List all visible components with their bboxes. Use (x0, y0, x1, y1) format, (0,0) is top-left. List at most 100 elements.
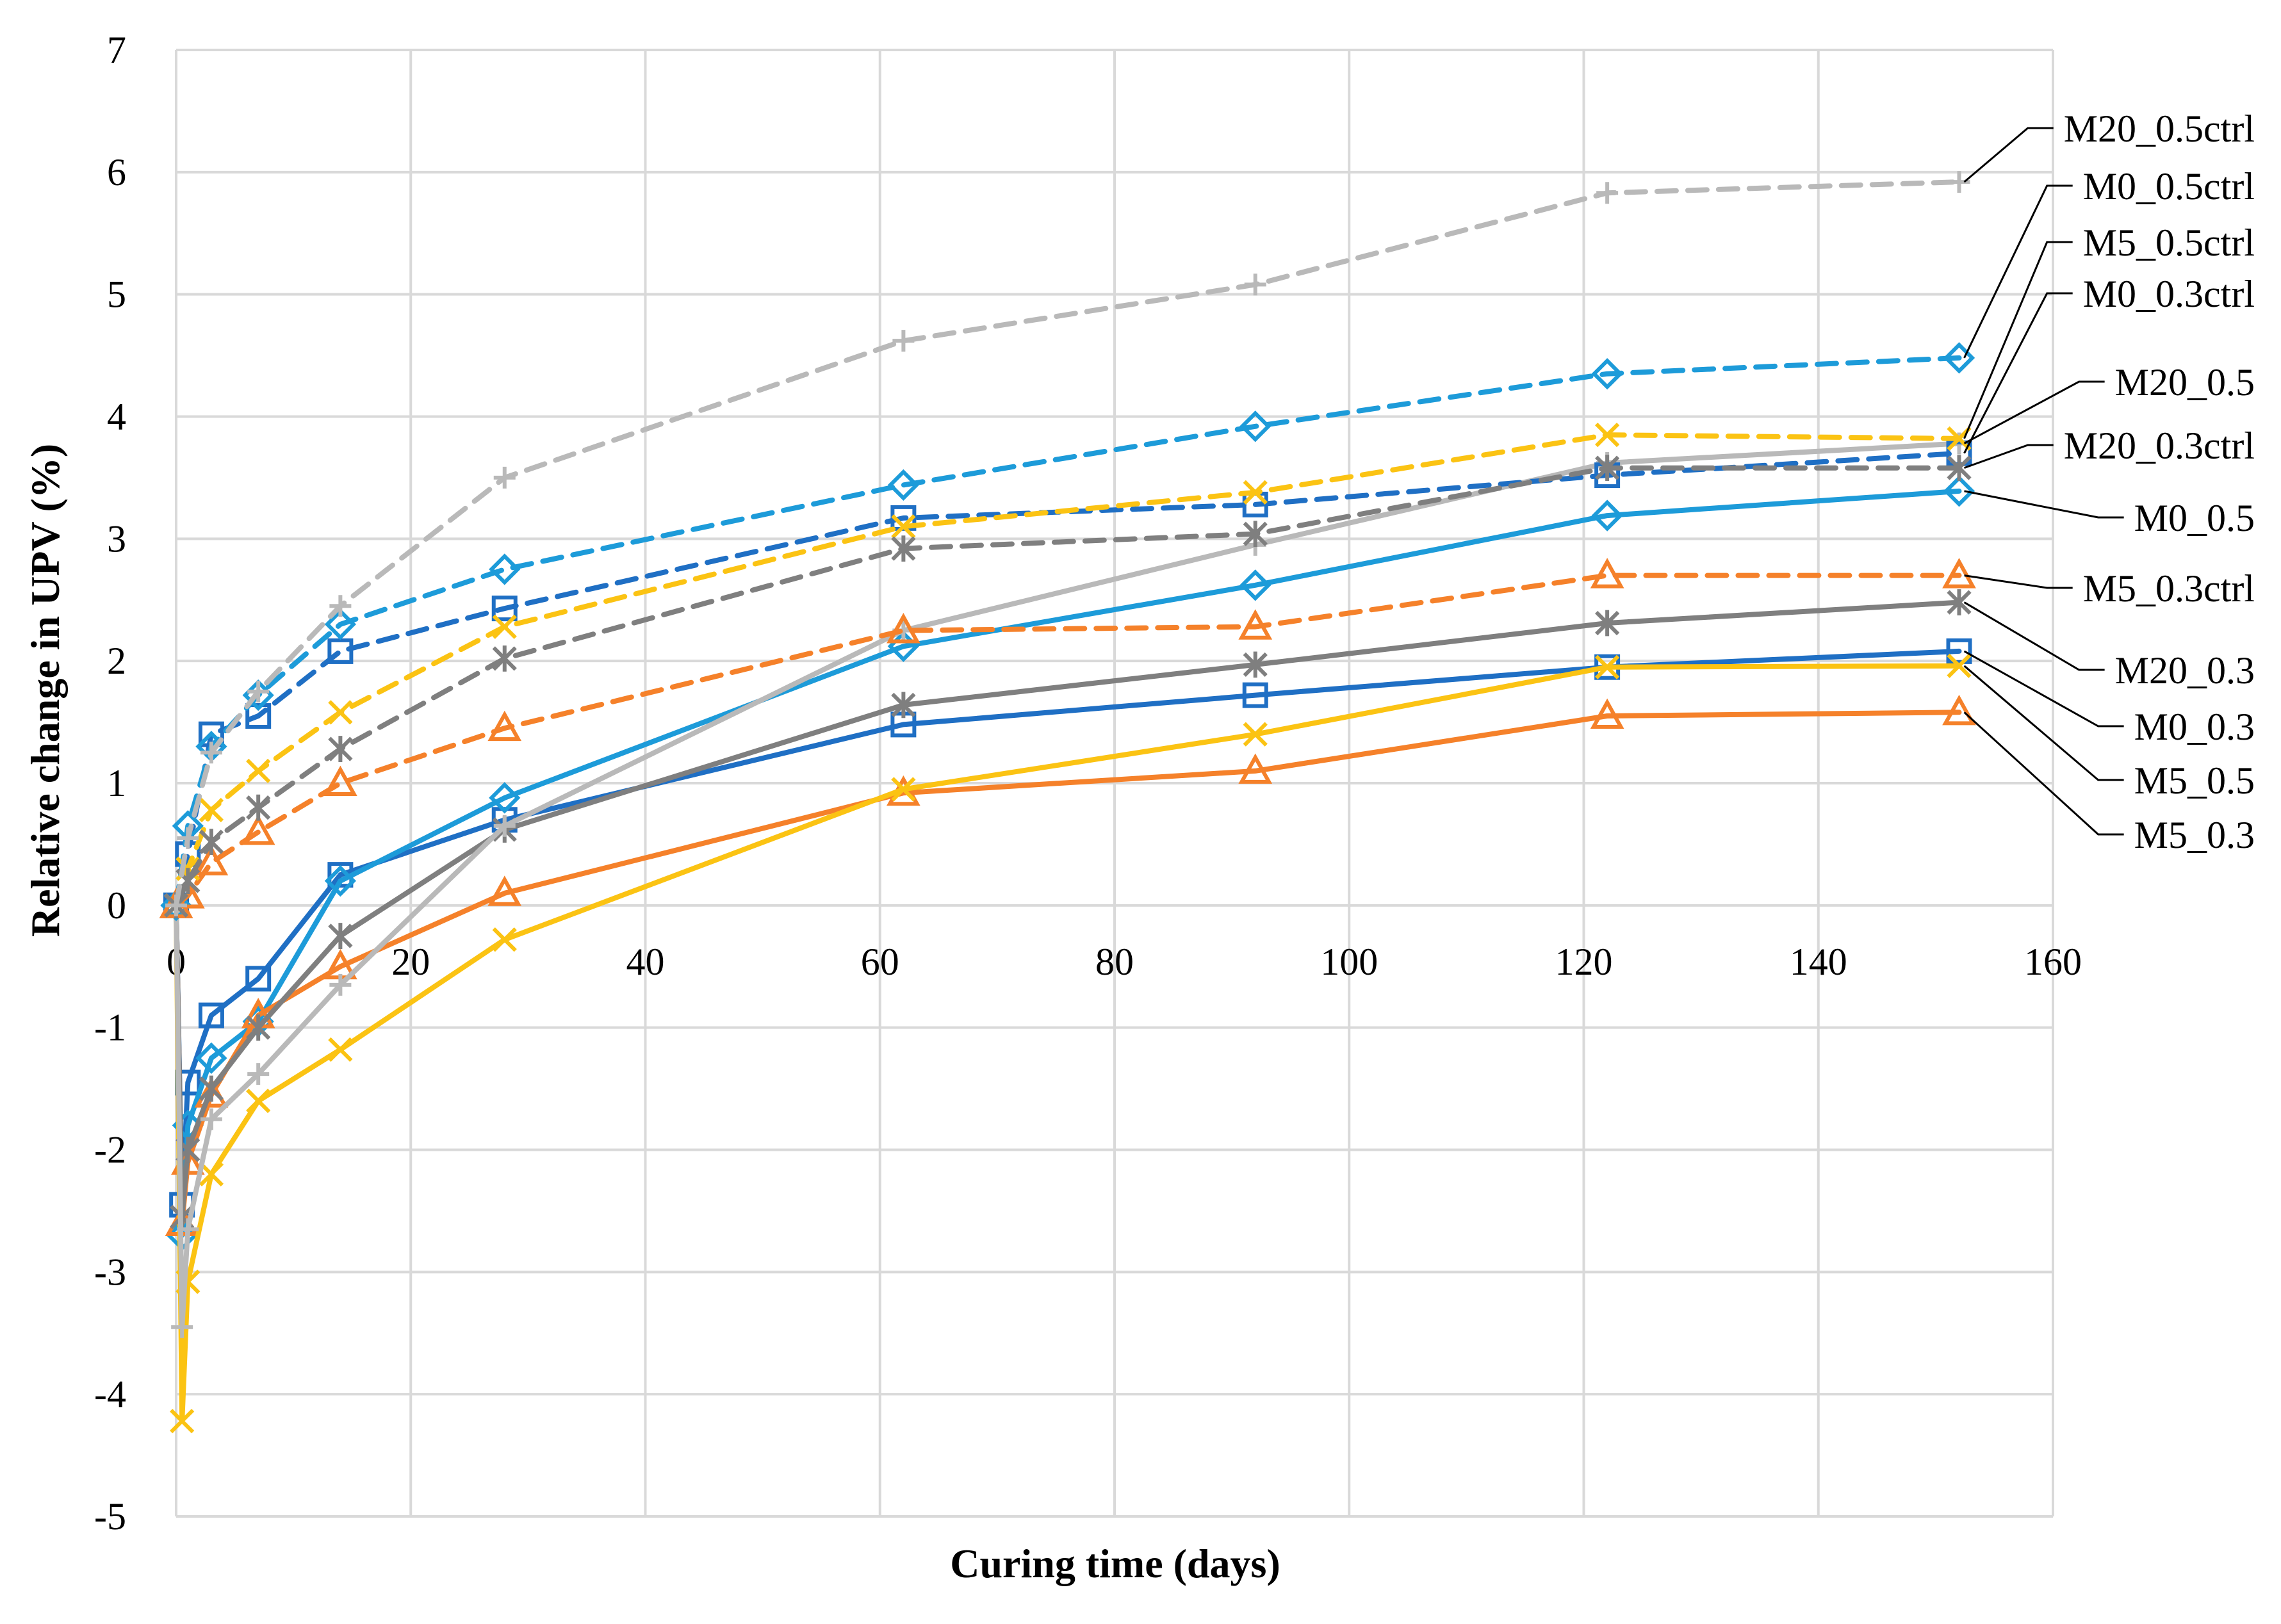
leader-line (1963, 292, 2073, 454)
data-point-x (891, 777, 916, 802)
data-point-triangle (487, 875, 522, 906)
data-point-diamond (489, 782, 521, 814)
data-point-diamond (195, 1042, 227, 1075)
data-point-star (328, 923, 353, 949)
y-axis-title: Relative change in UPV (%) (22, 444, 68, 937)
series-line (174, 179, 1962, 908)
data-point-triangle (1238, 609, 1273, 640)
data-point-star (1595, 610, 1620, 637)
y-tick-label: 4 (107, 396, 126, 438)
series-line (174, 710, 1962, 1226)
data-point-x (199, 1162, 224, 1187)
series-line (174, 432, 1962, 908)
data-point-plus (247, 680, 270, 702)
y-tick-label: -4 (94, 1373, 126, 1415)
end-label: M20_0.5ctrl (2064, 108, 2255, 150)
series-M20_0.3 (163, 589, 1972, 1230)
data-point-star (1595, 455, 1620, 482)
data-point-star (891, 692, 916, 719)
data-point-triangle (1942, 694, 1976, 726)
y-tick-label: 6 (107, 151, 126, 193)
data-point-triangle (323, 765, 357, 796)
end-label: M5_0.5ctrl (2083, 222, 2255, 264)
x-tick-label: 40 (626, 941, 665, 983)
series-line (174, 450, 1962, 908)
data-point-plus (177, 1218, 199, 1240)
series-M5_0.3 (159, 694, 1976, 1236)
data-point-triangle (1942, 558, 1976, 589)
leader-line (1963, 380, 2105, 444)
data-point-star (492, 645, 517, 672)
x-tick-label: 140 (1790, 941, 1847, 983)
end-label: M0_0.3ctrl (2083, 273, 2255, 315)
data-point-square (327, 638, 354, 664)
series-line (174, 572, 1962, 908)
data-point-square (198, 1002, 224, 1028)
x-tick-label: 20 (391, 941, 430, 983)
data-point-diamond (324, 608, 357, 640)
data-point-diamond (1239, 569, 1271, 601)
data-point-x (492, 614, 517, 639)
data-point-square (245, 703, 272, 729)
data-point-x (492, 927, 517, 952)
data-point-x (1243, 480, 1268, 505)
data-point-star (1243, 651, 1268, 678)
y-tick-label: 0 (107, 884, 126, 927)
data-point-diamond (1591, 499, 1623, 532)
leader-line (1964, 490, 2124, 519)
leader-line (1963, 127, 2054, 183)
data-point-square (1242, 682, 1268, 708)
data-point-plus (177, 827, 199, 849)
y-tick-label: -2 (94, 1129, 126, 1171)
data-point-plus (171, 1316, 193, 1338)
x-tick-label: 100 (1320, 941, 1378, 983)
data-point-square (245, 966, 272, 992)
data-point-star (1947, 455, 1972, 482)
data-point-star (328, 736, 353, 762)
data-point-x (328, 700, 353, 725)
data-point-star (1243, 521, 1268, 548)
grid-layer (175, 49, 2054, 1518)
data-point-square (491, 596, 518, 622)
data-point-diamond (1943, 475, 1975, 507)
leader-line (1964, 574, 2073, 589)
end-label: M20_0.5 (2115, 361, 2255, 403)
end-label: M0_0.5 (2134, 497, 2255, 539)
data-point-plus (165, 894, 187, 916)
series-line (174, 648, 1962, 1208)
data-point-triangle (241, 814, 275, 845)
data-point-x (1947, 653, 1972, 678)
y-tick-label: 3 (107, 517, 126, 560)
y-tick-label: -3 (94, 1251, 126, 1293)
y-tick-label: 1 (107, 762, 126, 804)
series-layer (159, 171, 1976, 1434)
y-tick-label: -5 (94, 1495, 126, 1538)
end-label: M0_0.3 (2134, 706, 2255, 748)
end-label: M20_0.3ctrl (2064, 425, 2255, 467)
leader-line (1963, 711, 2124, 836)
x-tick-label: 160 (2024, 941, 2082, 983)
x-tick-label: 80 (1095, 941, 1134, 983)
data-point-plus (329, 973, 352, 996)
series-M20_0.5 (165, 432, 1970, 1338)
series-line (174, 663, 1962, 1424)
data-point-plus (493, 815, 516, 837)
series-line (174, 355, 1962, 908)
data-point-plus (1596, 182, 1619, 204)
data-point-star (199, 829, 224, 855)
end-label: M5_0.3 (2134, 814, 2255, 856)
data-point-diamond (887, 469, 920, 501)
end-label: M0_0.5ctrl (2083, 165, 2255, 207)
data-point-diamond (1943, 342, 1975, 374)
data-point-plus (200, 1108, 222, 1130)
data-point-x (891, 514, 916, 539)
data-point-triangle (1238, 753, 1273, 784)
y-tick-label: 2 (107, 640, 126, 682)
leader-line (1963, 650, 2124, 727)
data-point-star (246, 1014, 271, 1041)
data-point-x (199, 797, 224, 823)
x-tick-label: 60 (861, 941, 899, 983)
